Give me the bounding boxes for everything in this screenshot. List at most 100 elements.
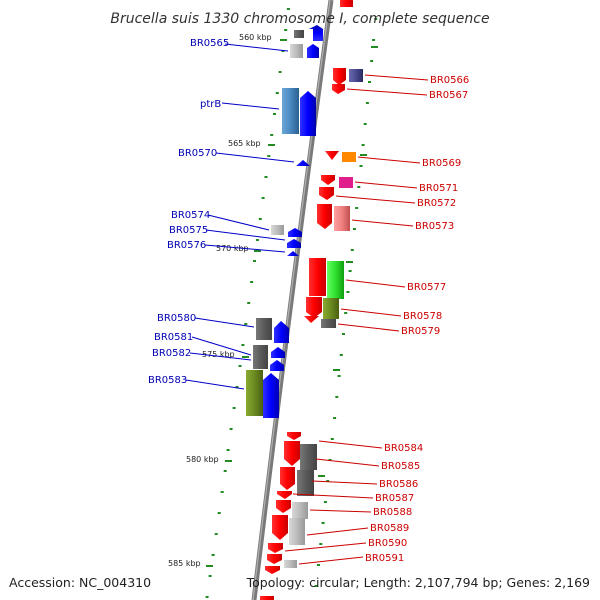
guide-dot [214,533,218,535]
guide-dot [261,197,265,199]
guide-dot [342,333,345,335]
scale-label-560: 560 kbp [239,33,272,42]
gene-arrow-BR0576[interactable] [287,251,299,256]
guide-dot [333,417,337,419]
guide-dot [286,8,290,10]
gene-arrow-BR0582[interactable] [270,360,284,371]
gene-label-BR0576[interactable]: BR0576 [167,240,206,251]
gene-feature-BR0578[interactable] [323,298,339,319]
scale-label-570: 570 kbp [216,244,249,253]
gene-label-BR0591[interactable]: BR0591 [365,553,404,564]
guide-dot [346,291,350,293]
gene-feature-BR0577-cog[interactable] [327,261,344,299]
guide-dot [353,228,356,230]
gene-label-BR0583[interactable]: BR0583 [148,375,187,386]
gene-feature-BR0571[interactable] [339,177,353,188]
gene-feature-BR0579[interactable] [321,319,336,328]
gene-label-BR0571[interactable]: BR0571 [419,183,458,194]
gene-label-BR0579[interactable]: BR0579 [401,326,440,337]
gene-feature-BR0573[interactable] [334,206,350,231]
gene-feature-BR0591[interactable] [284,560,297,568]
gene-arrow-BR0584[interactable] [287,432,301,440]
gene-label-BR0575[interactable]: BR0575 [169,225,208,236]
forward-leader-lines [185,43,295,390]
scale-label-575: 575 kbp [202,350,235,359]
gene-arrow-BR0590[interactable] [268,543,283,553]
gene-label-BR0586[interactable]: BR0586 [379,479,418,490]
gene-feature-BR0585[interactable] [297,470,314,496]
gene-feature-ptrB[interactable] [282,88,299,134]
accession-text: Accession: NC_004310 [9,575,151,590]
gene-arrow-BR0572[interactable] [319,187,334,200]
gene-arrow-BR0569[interactable] [325,151,339,160]
gene-feature-BR0577[interactable] [309,258,326,296]
gene-feature-top-gray[interactable] [294,30,304,38]
gene-label-BR0582[interactable]: BR0582 [152,348,191,359]
gene-label-BR0569[interactable]: BR0569 [422,158,461,169]
gene-label-BR0589[interactable]: BR0589 [370,523,409,534]
gene-arrow-BR0587[interactable] [277,491,292,499]
guide-dot [223,470,227,472]
gene-label-BR0573[interactable]: BR0573 [415,221,454,232]
gene-arrow-BR0586[interactable] [280,467,295,490]
guide-dot [321,522,325,524]
guide-dot [361,144,365,146]
gene-arrow-BR0581[interactable] [271,347,285,358]
gene-feature-BR0588[interactable] [292,502,308,519]
gene-arrow-BR0566[interactable] [333,68,346,85]
gene-arrow-BR0585[interactable] [284,441,300,466]
gene-label-BR0570[interactable]: BR0570 [178,148,217,159]
gene-arrow-BR0571[interactable] [321,175,335,185]
gene-label-ptrB[interactable]: ptrB [200,99,221,110]
gene-label-BR0585[interactable]: BR0585 [381,461,420,472]
guide-dot [284,29,288,31]
gene-label-BR0584[interactable]: BR0584 [384,443,423,454]
gene-label-BR0581[interactable]: BR0581 [154,332,193,343]
gene-feature-BR0584[interactable] [300,444,317,470]
gene-feature-BR0569[interactable] [342,152,356,162]
gene-feature-BR0589[interactable] [289,518,305,545]
gene-arrow-BR0570[interactable] [296,160,310,166]
gene-arrow-BR0567[interactable] [332,84,345,94]
gene-label-BR0587[interactable]: BR0587 [375,493,414,504]
gene-feature-BR0581[interactable] [253,345,268,369]
guide-dot [229,428,233,430]
backbone-highlight [252,0,331,600]
guide-dot [220,491,224,493]
gene-arrow-BR0573[interactable] [317,204,332,229]
gene-arrow-BR0579[interactable] [304,316,319,323]
gene-arrow-bottom-1[interactable] [265,566,280,574]
gene-arrow-BR0591[interactable] [267,554,282,564]
gene-label-BR0574[interactable]: BR0574 [171,210,210,221]
gene-feature-BR0580[interactable] [256,318,272,340]
gene-label-BR0580[interactable]: BR0580 [157,313,196,324]
gene-arrow-BR0575[interactable] [287,239,301,248]
gene-label-BR0578[interactable]: BR0578 [403,311,442,322]
gene-label-BR0590[interactable]: BR0590 [368,538,407,549]
gene-label-BR0567[interactable]: BR0567 [429,90,468,101]
gene-feature-BR0574[interactable] [271,225,284,235]
gene-arrow-ptrB[interactable] [300,91,316,136]
gene-arrow-BR0578[interactable] [306,297,322,318]
gene-feature-bottom-red[interactable] [260,596,274,600]
gene-feature-BR0583[interactable] [246,370,263,416]
gene-arrow-BR0565[interactable] [307,44,319,58]
gene-arrow-BR0589[interactable] [272,515,288,540]
guide-dot [357,186,361,188]
gene-arrow-BR0588[interactable] [276,500,291,513]
gene-arrow-BR0574[interactable] [288,228,302,237]
gene-arrow-top-blue[interactable] [309,25,323,41]
gene-label-BR0565[interactable]: BR0565 [190,38,229,49]
gene-arrow-BR0580[interactable] [274,321,289,343]
guide-dot [365,102,369,104]
gene-label-BR0588[interactable]: BR0588 [373,507,412,518]
gene-label-BR0572[interactable]: BR0572 [417,198,456,209]
gene-feature-top-red[interactable] [340,0,353,7]
gene-label-BR0577[interactable]: BR0577 [407,282,446,293]
gene-feature-BR0566[interactable] [349,69,363,82]
gene-feature-BR0565[interactable] [290,44,303,58]
guide-dot [258,218,262,220]
gene-label-BR0566[interactable]: BR0566 [430,75,469,86]
gene-arrow-BR0583[interactable] [263,373,279,418]
